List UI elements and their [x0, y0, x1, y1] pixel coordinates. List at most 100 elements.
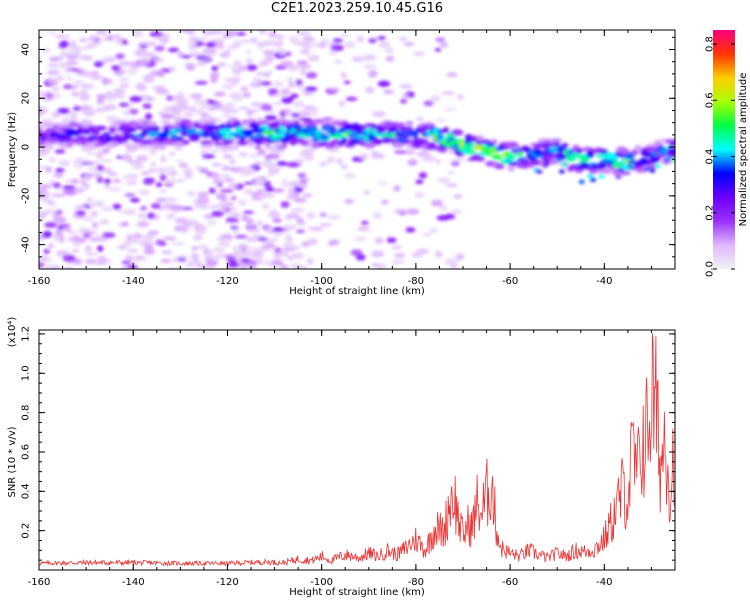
heatmap-cell: [67, 50, 78, 57]
spectrogram-frame: [38, 29, 676, 270]
y-tick-label: -40: [21, 236, 32, 252]
heatmap-cell: [218, 240, 231, 248]
heatmap-cell: [57, 107, 71, 114]
heatmap-cell: [286, 161, 300, 168]
heatmap-cell: [319, 213, 328, 217]
heatmap-cell: [344, 130, 351, 137]
heatmap-cell: [133, 50, 147, 57]
heatmap-cell: [232, 251, 246, 257]
heatmap-cell: [232, 94, 244, 101]
heatmap-cell: [188, 94, 200, 98]
heatmap-cell: [170, 134, 179, 139]
heatmap-cell: [340, 72, 348, 79]
heatmap-cell: [228, 207, 238, 211]
heatmap-cell: [137, 212, 144, 219]
heatmap-cell: [111, 65, 121, 72]
heatmap-cell: [256, 41, 266, 49]
heatmap-cell: [328, 239, 340, 246]
heatmap-cell: [160, 115, 175, 119]
heatmap-cell: [263, 259, 272, 266]
heatmap-cell: [48, 202, 57, 207]
heatmap-cell: [52, 182, 61, 188]
heatmap-cell: [411, 132, 419, 139]
heatmap-cell: [195, 55, 209, 60]
heatmap-cell: [61, 185, 76, 190]
heatmap-cell: [265, 186, 274, 193]
heatmap-cell: [212, 177, 224, 185]
heatmap-cell: [412, 50, 426, 57]
heatmap-cell: [174, 217, 186, 224]
heatmap-cell: [374, 237, 384, 245]
heatmap-cell: [245, 58, 253, 64]
heatmap-cell: [51, 94, 63, 98]
heatmap-cell: [147, 167, 156, 174]
heatmap-cell: [241, 39, 251, 43]
x-tick-label: -100: [310, 577, 333, 588]
heatmap-cell: [180, 30, 191, 33]
y-tick-label: -20: [21, 188, 32, 204]
heatmap-cell: [160, 155, 167, 163]
heatmap-cell: [57, 226, 65, 230]
heatmap-cell: [82, 231, 92, 239]
heatmap-cell: [541, 155, 549, 163]
heatmap-cell: [157, 198, 168, 203]
heatmap-cell: [234, 234, 248, 239]
heatmap-cell: [451, 129, 464, 136]
heatmap-cell: [196, 197, 210, 204]
heatmap-cell: [146, 212, 155, 220]
heatmap-cell: [96, 176, 104, 184]
heatmap-cell: [247, 141, 255, 148]
heatmap-cell: [245, 49, 253, 54]
heatmap-cell: [122, 110, 131, 116]
heatmap-cell: [244, 236, 259, 243]
heatmap-cell: [322, 116, 334, 121]
heatmap-cell: [329, 87, 341, 91]
heatmap-cell: [284, 234, 293, 241]
heatmap-cell: [68, 45, 79, 50]
heatmap-cell: [124, 254, 133, 262]
heatmap-cell: [214, 125, 221, 132]
heatmap-cell: [328, 50, 338, 55]
heatmap-cell: [442, 127, 450, 134]
heatmap-cell: [666, 156, 673, 161]
heatmap-cell: [185, 219, 199, 226]
heatmap-cell: [272, 226, 285, 233]
heatmap-cell: [100, 37, 108, 41]
heatmap-cell: [360, 125, 368, 130]
heatmap-cell: [428, 143, 435, 149]
heatmap-cell: [72, 106, 82, 111]
heatmap-cell: [113, 93, 124, 99]
heatmap-cell: [339, 33, 349, 38]
y-tick-label: 0.6: [21, 444, 32, 460]
heatmap-cell: [120, 122, 128, 129]
heatmap-cell: [70, 122, 82, 128]
heatmap-cell: [130, 197, 140, 203]
heatmap-cell: [600, 149, 609, 155]
heatmap-cell: [195, 228, 206, 235]
heatmap-cell: [192, 234, 203, 241]
heatmap-cell: [435, 159, 442, 164]
heatmap-cell: [118, 68, 126, 74]
heatmap-cell: [211, 65, 219, 72]
heatmap-cell: [186, 128, 197, 135]
heatmap-cell: [434, 47, 442, 52]
heatmap-cell: [305, 156, 314, 161]
heatmap-cell: [247, 262, 257, 269]
heatmap-cell: [384, 47, 394, 54]
heatmap-cell: [59, 40, 70, 48]
heatmap-cell: [39, 107, 48, 115]
heatmap-cell: [177, 227, 187, 233]
heatmap-cell: [280, 143, 288, 149]
heatmap-cell: [361, 220, 369, 226]
heatmap-cell: [126, 264, 139, 269]
heatmap-cell: [85, 245, 92, 252]
heatmap-cell: [263, 49, 275, 56]
heatmap-cell: [97, 255, 107, 263]
spectrogram-panel: -160 -140 -120 -100 -80 -60 -40 -40 -20 0 20 40 Hei…: [7, 29, 676, 297]
heatmap-cell: [203, 140, 214, 145]
heatmap-cell: [131, 162, 144, 166]
heatmap-cell: [170, 204, 184, 212]
heatmap-cell: [273, 253, 282, 260]
heatmap-cell: [140, 171, 151, 175]
x-tick-label: -60: [502, 577, 518, 588]
